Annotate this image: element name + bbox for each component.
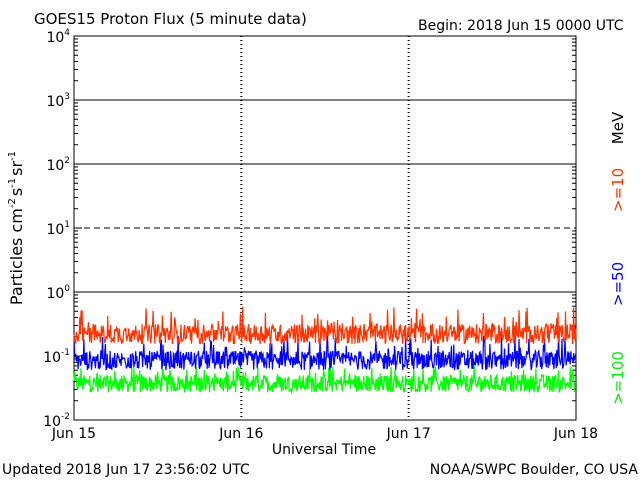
updated-timestamp: Updated 2018 Jun 17 23:56:02 UTC: [2, 462, 250, 478]
x-tick-labels: Jun 15 Jun 16 Jun 17 Jun 18: [51, 426, 598, 442]
chart-title: GOES15 Proton Flux (5 minute data): [34, 10, 307, 28]
y-tick-label-3: 101: [46, 220, 70, 238]
legend-ge100: >=100: [609, 351, 627, 405]
y-tick-label-2: 102: [46, 156, 70, 174]
series-line-ge10: [73, 306, 577, 347]
series-layer: [73, 306, 577, 395]
series-line-ge50: [73, 334, 577, 371]
x-tick-label-2: Jun 17: [386, 426, 431, 442]
y-tick-label-4: 100: [46, 284, 70, 302]
x-tick-label-3: Jun 18: [553, 426, 598, 442]
series-line-ge100: [73, 365, 577, 395]
y-tick-label-6: 10-2: [43, 412, 70, 430]
x-tick-label-0: Jun 15: [51, 426, 96, 442]
legend-ge50: >=50: [609, 262, 627, 306]
y-axis-label: Particles cm-2s-1sr-1: [7, 151, 26, 305]
y-tick-label-5: 10-1: [43, 348, 70, 366]
x-axis-label: Universal Time: [272, 442, 376, 458]
legend-unit: MeV: [609, 111, 627, 144]
y-tick-label-1: 103: [46, 92, 70, 110]
grid-layer: [74, 36, 576, 420]
legend-ge10: >=10: [609, 168, 627, 212]
y-tick-labels: 104 103 102 101 100 10-1 10-2: [43, 28, 82, 430]
begin-date: Begin: 2018 Jun 15 0000 UTC: [418, 18, 624, 34]
x-tick-label-1: Jun 16: [218, 426, 263, 442]
credit: NOAA/SWPC Boulder, CO USA: [430, 462, 639, 478]
y-tick-label-0: 104: [46, 28, 70, 46]
